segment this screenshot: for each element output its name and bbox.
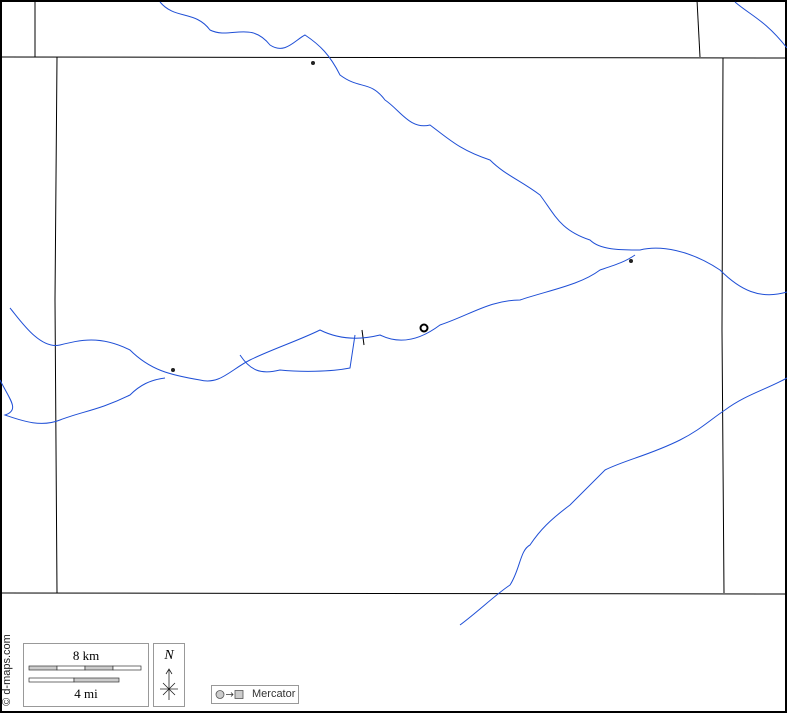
projection-name: Mercator: [252, 688, 296, 700]
compass-icon: [160, 668, 178, 700]
river-west: [0, 377, 166, 424]
place-dot: [171, 368, 175, 372]
north-label: N: [164, 648, 174, 663]
boundary-east: [721, 57, 725, 594]
place-dot: [311, 61, 315, 65]
north-arrow: N: [153, 643, 185, 707]
river-main: [9, 254, 636, 382]
credit-text[interactable]: © d-maps.com: [1, 634, 13, 706]
place-dot: [629, 259, 633, 263]
river-ne: [734, 1, 787, 49]
scale-bar: 8 km 4 mi: [23, 643, 149, 707]
scale-bars: [28, 665, 142, 683]
boundary-south: [0, 592, 787, 595]
boundary-north: [0, 56, 787, 59]
county-seat-marker: [419, 323, 429, 333]
boundary-west: [54, 56, 58, 594]
projection-label: Mercator: [211, 685, 299, 704]
scale-mi-label: 4 mi: [74, 686, 98, 701]
circle-to-square-icon: [215, 690, 244, 699]
rivers: [0, 1, 787, 626]
river-channel: [239, 334, 356, 373]
boundaries: [0, 0, 787, 595]
places: [171, 61, 633, 372]
river-southeast: [459, 377, 787, 626]
scale-km-label: 8 km: [72, 648, 100, 663]
boundary-ne: [696, 0, 701, 58]
river-north: [159, 1, 787, 296]
